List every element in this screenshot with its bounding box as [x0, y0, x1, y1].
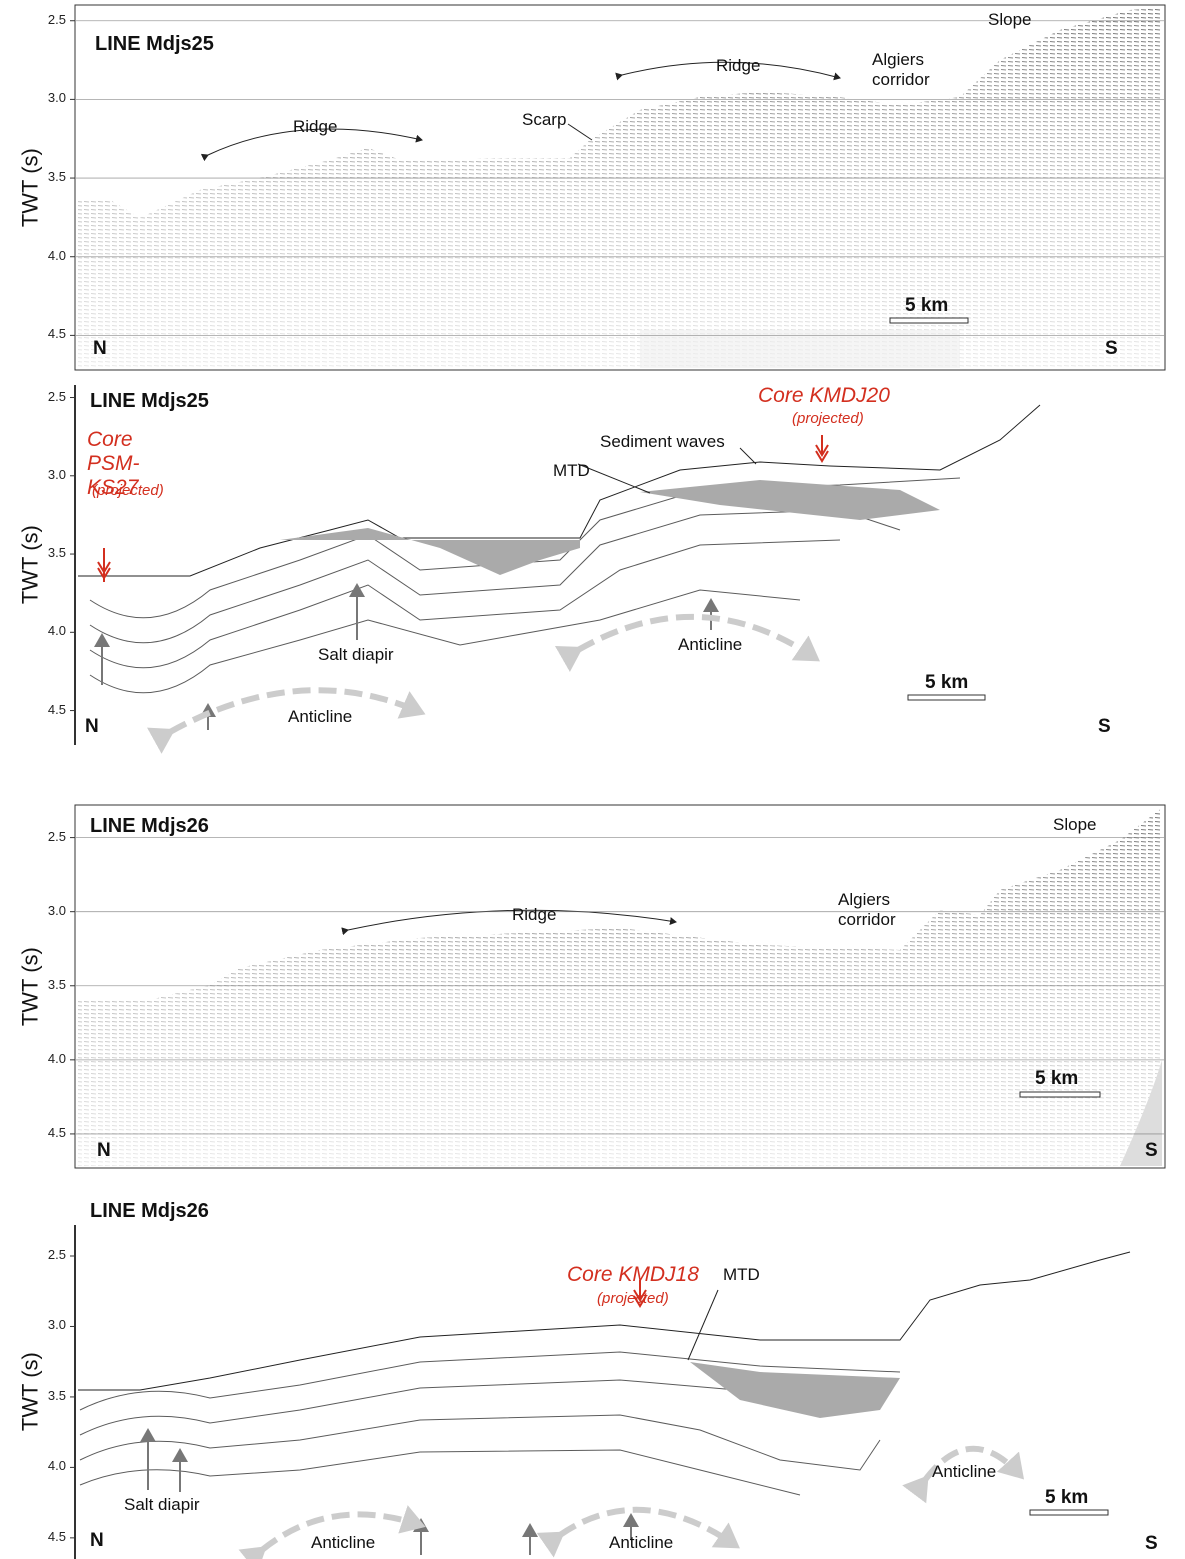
north-label: N [93, 338, 107, 360]
scale-label: 5 km [1035, 1068, 1078, 1090]
annotation: Slope [988, 10, 1031, 30]
north-label: N [85, 716, 99, 738]
y-tick-label: 3.5 [26, 546, 66, 561]
y-tick-label: 2.5 [26, 830, 66, 845]
annotation: Salt diapir [318, 645, 394, 665]
figure-drawing [0, 0, 1185, 1559]
y-tick-label: 3.5 [26, 170, 66, 185]
annotation: Ridge [716, 56, 760, 76]
south-label: S [1145, 1533, 1158, 1555]
y-tick-label: 4.5 [26, 703, 66, 718]
y-tick-label: 4.0 [26, 249, 66, 264]
annotation: Anticline [311, 1533, 375, 1553]
annotation: Slope [1053, 815, 1096, 835]
core-note: (projected) [597, 1290, 669, 1307]
annotation: Scarp [522, 110, 566, 130]
y-tick-label: 3.0 [26, 904, 66, 919]
y-tick-label: 3.0 [26, 1318, 66, 1333]
south-label: S [1098, 716, 1111, 738]
panel-3-art [75, 805, 1165, 1168]
annotation: Anticline [609, 1533, 673, 1553]
panel-2-art [75, 385, 1040, 745]
y-tick-label: 4.5 [26, 1126, 66, 1141]
south-label: S [1105, 338, 1118, 360]
y-axis-label: TWT (s) [17, 127, 42, 247]
annotation: Ridge [512, 905, 556, 925]
y-tick-label: 3.0 [26, 468, 66, 483]
annotation: Anticline [932, 1462, 996, 1482]
y-tick-label: 4.5 [26, 327, 66, 342]
panel-title: LINE Mdjs25 [95, 33, 214, 56]
panel-1-art [75, 5, 1165, 370]
panel-title: LINE Mdjs25 [90, 390, 209, 413]
y-tick-label: 4.0 [26, 1459, 66, 1474]
y-axis-label: TWT (s) [17, 505, 42, 625]
figure: LINE Mdjs25 Ridge Ridge Scarp Algiers co… [0, 0, 1185, 1559]
y-tick-label: 2.5 [26, 13, 66, 28]
annotation: Anticline [288, 707, 352, 727]
annotation: Salt diapir [124, 1495, 200, 1515]
y-tick-label: 2.5 [26, 390, 66, 405]
north-label: N [90, 1530, 104, 1552]
annotation: Algiers corridor [872, 50, 952, 89]
annotation: Sediment waves [600, 432, 725, 452]
y-tick-label: 2.5 [26, 1248, 66, 1263]
annotation: Algiers corridor [838, 890, 918, 929]
annotation: Ridge [293, 117, 337, 137]
south-label: S [1145, 1140, 1158, 1162]
scale-label: 5 km [905, 295, 948, 317]
panel-title: LINE Mdjs26 [90, 815, 209, 838]
core-note: (projected) [792, 410, 864, 427]
y-tick-label: 4.5 [26, 1530, 66, 1545]
core-label: Core KMDJ20 [758, 384, 890, 408]
y-tick-label: 3.5 [26, 978, 66, 993]
y-tick-label: 3.0 [26, 91, 66, 106]
core-note: (projected) [92, 482, 164, 499]
core-label: Core KMDJ18 [567, 1263, 699, 1287]
y-tick-label: 3.5 [26, 1389, 66, 1404]
y-tick-label: 4.0 [26, 624, 66, 639]
scale-label: 5 km [925, 672, 968, 694]
annotation: Anticline [678, 635, 742, 655]
annotation: MTD [723, 1265, 760, 1285]
annotation: MTD [553, 461, 590, 481]
y-tick-label: 4.0 [26, 1052, 66, 1067]
scale-label: 5 km [1045, 1487, 1088, 1509]
north-label: N [97, 1140, 111, 1162]
panel-title: LINE Mdjs26 [90, 1200, 209, 1223]
